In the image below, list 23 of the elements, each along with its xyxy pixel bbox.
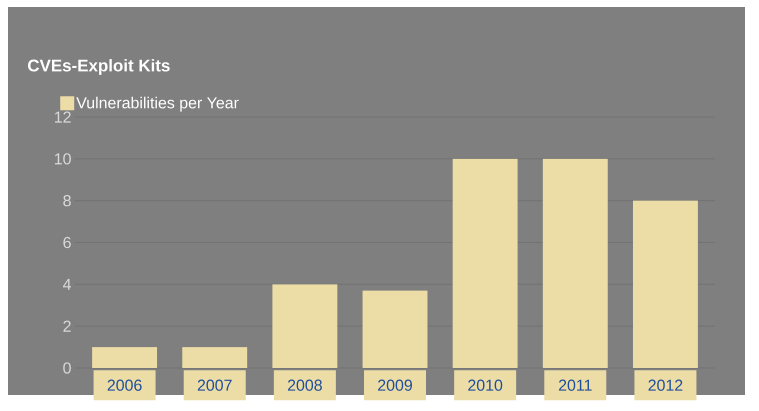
y-tick-label: 10 bbox=[54, 153, 71, 164]
x-tick-label: 2012 bbox=[648, 380, 682, 391]
chart-title: CVEs-Exploit Kits bbox=[28, 59, 170, 75]
bar bbox=[362, 290, 428, 368]
bar bbox=[632, 200, 698, 368]
x-tick-label: 2007 bbox=[198, 380, 232, 391]
x-tick-label: 2009 bbox=[378, 380, 412, 391]
bar bbox=[272, 284, 338, 368]
y-tick-label: 12 bbox=[54, 111, 71, 123]
y-tick-label: 6 bbox=[63, 236, 71, 248]
bar bbox=[182, 347, 248, 368]
y-tick-label: 0 bbox=[63, 362, 71, 374]
y-tick-label: 2 bbox=[63, 320, 71, 332]
x-tick-label: 2010 bbox=[468, 380, 502, 391]
bar bbox=[92, 347, 158, 368]
bar bbox=[542, 158, 608, 368]
legend-label: Vulnerabilities per Year bbox=[76, 96, 239, 112]
bar bbox=[452, 158, 518, 368]
x-tick-label: 2011 bbox=[558, 380, 592, 391]
x-tick-label: 2006 bbox=[108, 380, 142, 391]
x-tick-label: 2008 bbox=[288, 380, 322, 391]
y-tick-label: 4 bbox=[62, 278, 72, 290]
y-tick-label: 8 bbox=[63, 195, 71, 206]
